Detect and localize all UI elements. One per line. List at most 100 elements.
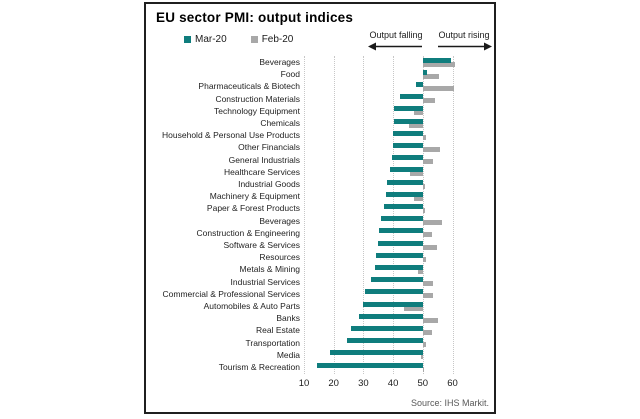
bar-feb-20 bbox=[414, 110, 423, 116]
bar-mar-20 bbox=[400, 94, 423, 100]
bar-feb-20 bbox=[418, 268, 423, 274]
output-rising-annotation: Output rising bbox=[434, 30, 494, 51]
bar-feb-20 bbox=[422, 317, 438, 323]
bar-mar-20 bbox=[389, 167, 423, 173]
bar-feb-20 bbox=[422, 98, 435, 104]
arrow-right-icon bbox=[438, 42, 492, 51]
output-rising-label: Output rising bbox=[438, 30, 490, 40]
bar-mar-20 bbox=[391, 155, 423, 161]
bar-mar-20 bbox=[351, 325, 423, 331]
bar-feb-20 bbox=[410, 171, 423, 177]
chart-frame: EU sector PMI: output indices Mar-20 Feb… bbox=[144, 2, 496, 414]
bar-feb-20 bbox=[422, 207, 425, 213]
category-label: Machinery & Equipment bbox=[209, 191, 300, 202]
sector-row: Metals & Mining bbox=[146, 263, 498, 275]
bar-feb-20 bbox=[422, 183, 426, 189]
category-label: Other Financials bbox=[238, 142, 300, 153]
bar-feb-20 bbox=[422, 61, 456, 67]
sector-row: Industrial Goods bbox=[146, 178, 498, 190]
bar-mar-20 bbox=[362, 301, 423, 307]
bar-feb-20 bbox=[422, 342, 426, 348]
sector-row: Other Financials bbox=[146, 141, 498, 153]
bar-feb-20 bbox=[422, 134, 427, 140]
legend-item-mar-20: Mar-20 bbox=[184, 34, 227, 45]
category-label: Banks bbox=[276, 313, 300, 324]
bar-feb-20 bbox=[422, 220, 443, 226]
output-falling-label: Output falling bbox=[369, 30, 423, 40]
bar-feb-20 bbox=[422, 232, 432, 238]
bar-mar-20 bbox=[393, 118, 423, 124]
category-label: Beverages bbox=[259, 215, 300, 226]
sector-row: Tourism & Recreation bbox=[146, 361, 498, 373]
bar-feb-20 bbox=[422, 256, 426, 262]
gridline-60 bbox=[452, 56, 454, 374]
sector-row: Construction Materials bbox=[146, 93, 498, 105]
bar-mar-20 bbox=[316, 362, 423, 368]
bar-mar-20 bbox=[329, 350, 423, 356]
category-label: Industrial Goods bbox=[238, 179, 300, 189]
category-label: Automobiles & Auto Parts bbox=[203, 301, 300, 311]
bar-mar-20 bbox=[393, 130, 423, 136]
category-label: Tourism & Recreation bbox=[218, 362, 300, 372]
plot-area: Beverages Food Pharmaceuticals & Biotech Co… bbox=[146, 56, 498, 392]
category-label: Food bbox=[280, 69, 300, 80]
legend-item-feb-20: Feb-20 bbox=[250, 34, 294, 45]
sector-row: Real Estate bbox=[146, 324, 498, 336]
category-label: Metals & Mining bbox=[239, 264, 300, 275]
bar-mar-20 bbox=[422, 69, 427, 75]
category-label: Resources bbox=[259, 252, 300, 263]
sector-row: Healthcare Services bbox=[146, 166, 498, 178]
sector-row: Construction & Engineering bbox=[146, 227, 498, 239]
bar-mar-20 bbox=[359, 313, 423, 319]
bar-mar-20 bbox=[415, 81, 423, 87]
category-label: Media bbox=[276, 349, 300, 360]
sector-row: Technology Equipment bbox=[146, 105, 498, 117]
bar-feb-20 bbox=[422, 281, 434, 287]
bar-feb-20 bbox=[422, 244, 438, 250]
legend: Mar-20 Feb-20 bbox=[184, 34, 293, 45]
bar-mar-20 bbox=[377, 240, 423, 246]
category-label: Household & Personal Use Products bbox=[162, 130, 300, 141]
bar-mar-20 bbox=[376, 252, 423, 258]
category-label: Paper & Forest Products bbox=[206, 203, 300, 214]
gridline-40 bbox=[393, 56, 395, 374]
category-label: Pharmaceuticals & Biotech bbox=[198, 81, 300, 92]
x-axis-tick-label: 10 bbox=[298, 378, 310, 389]
legend-label-feb-20: Feb-20 bbox=[261, 34, 294, 45]
category-label: Beverages bbox=[259, 57, 300, 67]
arrow-left-icon bbox=[368, 42, 422, 51]
source-credit: Source: IHS Markit. bbox=[410, 398, 489, 408]
output-falling-annotation: Output falling bbox=[366, 30, 426, 51]
category-label: Construction Materials bbox=[215, 93, 300, 104]
gridline-50 bbox=[422, 56, 424, 374]
bar-feb-20 bbox=[422, 293, 433, 299]
bar-feb-20 bbox=[422, 366, 424, 372]
bar-feb-20 bbox=[409, 122, 423, 128]
category-label: Real Estate bbox=[256, 325, 300, 336]
bar-mar-20 bbox=[380, 216, 423, 222]
bar-feb-20 bbox=[404, 305, 423, 311]
sector-row: Beverages bbox=[146, 56, 498, 68]
bar-mar-20 bbox=[386, 179, 423, 185]
sector-row: Household & Personal Use Products bbox=[146, 129, 498, 141]
sector-row: Industrial Services bbox=[146, 276, 498, 288]
category-label: Software & Services bbox=[223, 240, 300, 250]
bar-feb-20 bbox=[422, 329, 432, 335]
category-label: Transportation bbox=[245, 337, 301, 348]
bar-mar-20 bbox=[385, 191, 423, 197]
gridline-20 bbox=[333, 56, 335, 374]
x-axis-tick-label: 30 bbox=[358, 378, 369, 389]
sector-row: Banks bbox=[146, 312, 498, 324]
bar-mar-20 bbox=[394, 106, 423, 112]
sector-row: Automobiles & Auto Parts bbox=[146, 300, 498, 312]
sector-row: Transportation bbox=[146, 337, 498, 349]
direction-annotations: Output falling Output rising bbox=[366, 30, 494, 51]
bar-mar-20 bbox=[379, 228, 423, 234]
bar-feb-20 bbox=[422, 146, 440, 152]
sector-row: Chemicals bbox=[146, 117, 498, 129]
bar-mar-20 bbox=[374, 264, 423, 270]
category-label: Industrial Services bbox=[230, 276, 300, 287]
category-label: Healthcare Services bbox=[223, 166, 300, 177]
sector-row: Machinery & Equipment bbox=[146, 190, 498, 202]
